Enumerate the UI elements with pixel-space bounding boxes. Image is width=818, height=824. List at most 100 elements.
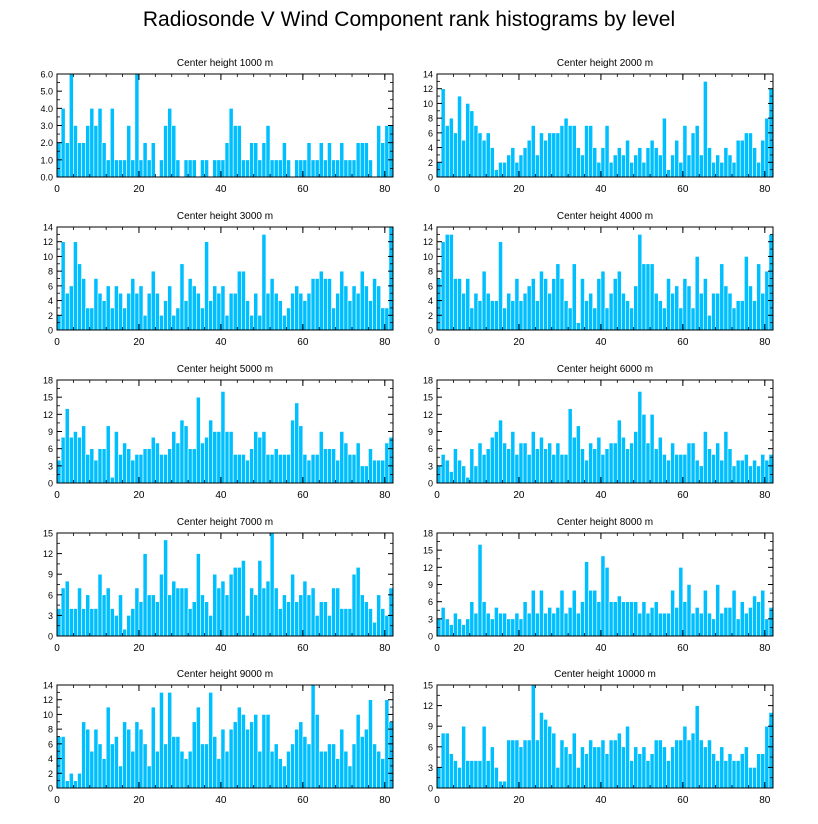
x-tick-label: 60: [677, 337, 689, 348]
x-tick-label: 20: [133, 795, 145, 806]
histogram-bar: [498, 241, 503, 331]
histogram-bar: [101, 594, 107, 637]
histogram-bar: [327, 142, 332, 178]
histogram-bar: [298, 425, 304, 484]
histogram-bar: [298, 292, 304, 331]
histogram-bar: [686, 154, 692, 178]
histogram-bar: [368, 159, 373, 178]
histogram-bar: [364, 465, 369, 484]
histogram-bar: [567, 607, 573, 637]
histogram-bar: [571, 732, 577, 789]
histogram-bar: [662, 307, 667, 331]
histogram-bar: [760, 753, 766, 789]
histogram-bar: [323, 159, 328, 178]
histogram-bar: [372, 278, 377, 331]
x-tick-label: 0: [434, 184, 440, 195]
histogram-bar: [109, 476, 115, 484]
x-tick-label: 60: [677, 490, 689, 501]
histogram-bar: [600, 147, 606, 178]
histogram-bar: [376, 750, 382, 789]
y-tick-label: 15: [423, 681, 433, 691]
histogram-bar: [179, 750, 185, 789]
histogram-bar: [241, 714, 246, 789]
histogram-bar: [621, 746, 626, 789]
histogram-bar: [473, 760, 479, 789]
histogram-bar: [559, 125, 565, 178]
histogram-bar: [81, 608, 86, 637]
histogram-bar: [567, 125, 573, 178]
histogram-bar: [347, 608, 353, 637]
histogram-bar: [489, 436, 495, 484]
histogram-bar: [183, 425, 189, 484]
histogram-bar: [81, 425, 86, 484]
histogram-bar: [212, 431, 218, 484]
histogram-bar: [331, 448, 336, 484]
x-tick-label: 40: [595, 490, 607, 501]
histogram-bar: [727, 154, 733, 178]
histogram-bar: [547, 132, 553, 178]
histogram-bar: [448, 117, 454, 178]
histogram-bar: [155, 442, 160, 484]
histogram-bar: [200, 743, 205, 789]
histogram-bar: [748, 607, 753, 637]
histogram-bar: [485, 448, 491, 484]
histogram-bar: [514, 278, 520, 331]
histogram-bar: [126, 292, 132, 331]
histogram-bar: [302, 300, 308, 331]
histogram-bar: [711, 292, 716, 331]
y-tick-label: 14: [43, 223, 53, 233]
histogram-bar: [461, 292, 466, 331]
histogram-bar: [327, 278, 332, 331]
histogram-bar: [212, 736, 218, 789]
histogram-bar: [118, 594, 123, 637]
histogram-bar: [93, 459, 99, 484]
histogram-bar: [678, 454, 684, 484]
histogram-bar: [526, 454, 532, 484]
histogram-bar: [265, 292, 271, 331]
histogram-bar: [339, 142, 345, 178]
histogram-bar: [448, 624, 454, 637]
histogram-bar: [253, 292, 259, 331]
histogram-bar: [380, 142, 386, 178]
histogram-bar: [748, 285, 753, 331]
histogram-bar: [703, 81, 708, 178]
histogram-bar: [694, 607, 700, 637]
histogram-bar: [510, 147, 516, 178]
histogram-bar: [187, 448, 193, 484]
histogram-bar: [323, 601, 328, 637]
y-tick-label: 3: [48, 611, 53, 621]
histogram-bar: [625, 448, 630, 484]
histogram-bar: [596, 278, 602, 331]
x-tick-label: 0: [54, 643, 60, 654]
x-tick-label: 20: [133, 490, 145, 501]
histogram-bar: [715, 442, 721, 484]
histogram-bar: [502, 307, 507, 331]
histogram-bar: [526, 139, 532, 178]
histogram-bar: [625, 300, 630, 331]
histogram-bar: [134, 454, 140, 484]
histogram-bar: [236, 567, 242, 637]
y-tick-label: 2: [428, 158, 433, 168]
histogram-bar: [477, 760, 483, 789]
histogram-bar: [314, 615, 320, 637]
histogram-bar: [97, 108, 103, 178]
histogram-bar: [89, 307, 95, 331]
histogram-bar: [707, 147, 712, 178]
x-tick-label: 60: [297, 795, 309, 806]
histogram-bar: [105, 425, 111, 484]
histogram-bar: [364, 285, 369, 331]
histogram-bar: [105, 159, 111, 178]
histogram-bar: [359, 142, 365, 178]
histogram-bar: [489, 147, 495, 178]
histogram-bar: [674, 139, 680, 178]
y-tick-label: 14: [423, 223, 433, 233]
histogram-bar: [134, 292, 140, 331]
y-tick-label: 12: [423, 563, 433, 573]
histogram-bar: [555, 767, 561, 789]
histogram-bar: [756, 263, 762, 331]
histogram-bar: [748, 767, 753, 789]
y-tick-label: 0: [428, 173, 433, 183]
histogram-bar: [616, 419, 622, 484]
histogram-bar: [608, 292, 614, 331]
histogram-bar: [236, 125, 242, 178]
